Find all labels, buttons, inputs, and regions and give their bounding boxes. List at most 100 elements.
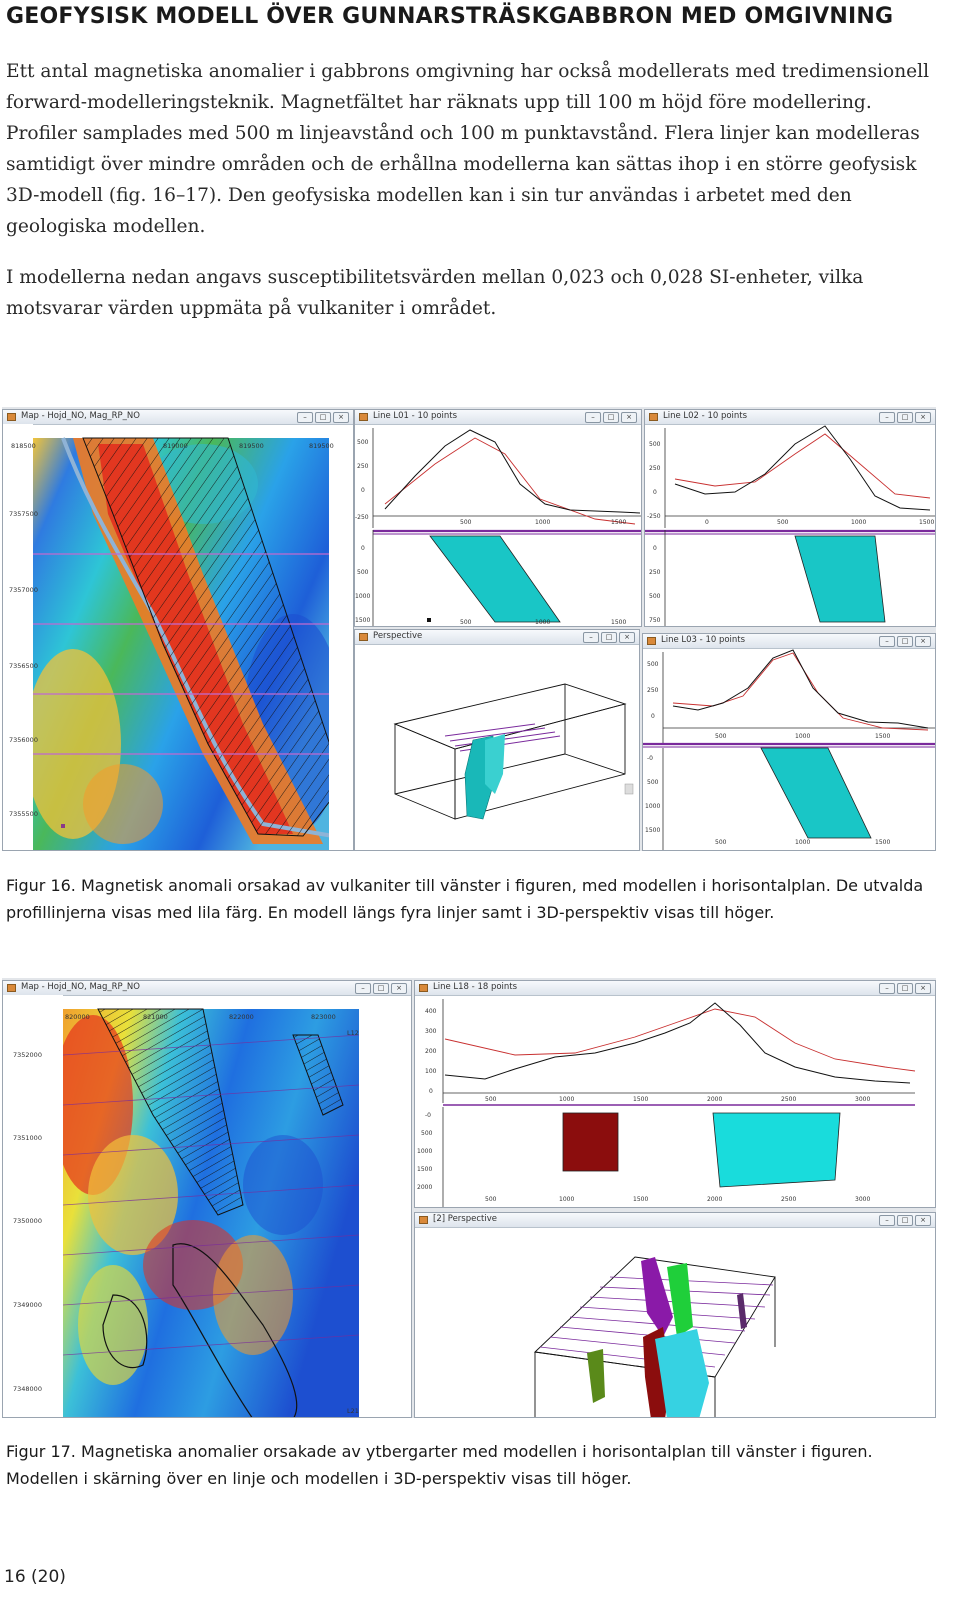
line-l01-section: 500 250 0 -250 500 1000 1500 0 500 1000 …: [355, 428, 641, 626]
perspective-window[interactable]: [2] Perspective – □ ×: [414, 1212, 936, 1418]
l18-bottom-y-tick: -0: [425, 1112, 431, 1119]
l18-top-y-tick: 400: [425, 1008, 437, 1015]
line-l02-window[interactable]: Line L02 - 10 points – □ × 500 250 0 -250 …: [644, 409, 936, 627]
minimize-button[interactable]: –: [879, 636, 895, 647]
l18-top-y-tick: 100: [425, 1068, 437, 1075]
close-button[interactable]: ×: [915, 983, 931, 994]
map-x-tick: 819500: [309, 442, 334, 450]
minimize-button[interactable]: –: [879, 983, 895, 994]
map-y-tick: 7351000: [13, 1134, 42, 1142]
window-title: Line L01 - 10 points: [373, 411, 458, 421]
close-button[interactable]: ×: [391, 983, 407, 994]
l02-top-x-tick: 1500: [919, 519, 934, 526]
minimize-button[interactable]: –: [879, 1215, 895, 1226]
minimize-button[interactable]: –: [583, 632, 599, 643]
l02-top-x-tick: 1000: [851, 519, 866, 526]
map-window[interactable]: Map - Hojd_NO, Mag_RP_NO – □ ×: [2, 409, 354, 851]
maximize-button[interactable]: □: [897, 636, 913, 647]
l01-bottom-x-tick: 1500: [611, 619, 626, 626]
close-button[interactable]: ×: [915, 1215, 931, 1226]
window-title: Map - Hojd_NO, Mag_RP_NO: [21, 411, 140, 421]
close-button[interactable]: ×: [619, 632, 635, 643]
line-l18-window[interactable]: Line L18 - 18 points – □ × 400 300 200 100…: [414, 980, 936, 1208]
figure-16: Map - Hojd_NO, Mag_RP_NO – □ ×: [2, 407, 936, 851]
page-number: 16 (20): [4, 1567, 66, 1587]
l03-bottom-y-tick: 500: [647, 779, 659, 786]
close-button[interactable]: ×: [915, 636, 931, 647]
body-paragraph-2: I modellerna nedan angavs susceptibilite…: [6, 267, 864, 319]
l18-bottom-y-tick: 2000: [417, 1184, 432, 1191]
line-l01-window[interactable]: Line L01 - 10 points – □ × 500 250 0 -250 …: [354, 409, 642, 627]
map-x-tick: 821000: [143, 1013, 168, 1021]
close-button[interactable]: ×: [915, 412, 931, 423]
3d-perspective-view: [393, 683, 634, 820]
body-paragraph-1: Ett antal magnetiska anomalier i gabbron…: [6, 61, 930, 237]
map-x-tick: 819500: [239, 442, 264, 450]
map-window[interactable]: Map - Hojd_NO, Mag_RP_NO – □ ×: [2, 980, 412, 1418]
map-y-tick: 7348000: [13, 1385, 42, 1393]
l01-top-y-tick: -250: [355, 514, 369, 521]
l01-bottom-y-tick: 0: [361, 545, 365, 552]
l18-top-y-tick: 300: [425, 1028, 437, 1035]
window-title: Perspective: [373, 631, 423, 641]
l02-bottom-y-tick: 750: [649, 617, 661, 624]
map-x-tick: 823000: [311, 1013, 336, 1021]
map-line-label: L21: [347, 1407, 359, 1415]
map-y-tick: 7357500: [9, 510, 38, 518]
minimize-button[interactable]: –: [585, 412, 601, 423]
l18-bottom-x-tick: 3000: [855, 1196, 870, 1203]
window-icon: [647, 637, 656, 645]
l03-top-y-tick: 500: [647, 661, 659, 668]
maximize-button[interactable]: □: [897, 983, 913, 994]
maximize-button[interactable]: □: [897, 1215, 913, 1226]
l01-bottom-y-tick: 500: [357, 569, 369, 576]
window-icon: [419, 1216, 428, 1224]
l01-top-y-tick: 500: [357, 439, 369, 446]
l18-bottom-y-tick: 1000: [417, 1148, 432, 1155]
l18-top-x-tick: 500: [485, 1096, 497, 1103]
window-icon: [7, 413, 16, 421]
maximize-button[interactable]: □: [373, 983, 389, 994]
map-x-tick: 820000: [65, 1013, 90, 1021]
l01-top-x-tick: 1500: [611, 519, 626, 526]
l18-bottom-x-tick: 500: [485, 1196, 497, 1203]
close-button[interactable]: ×: [621, 412, 637, 423]
l02-top-x-tick: 0: [705, 519, 709, 526]
minimize-button[interactable]: –: [355, 983, 371, 994]
l03-top-x-tick: 1500: [875, 733, 890, 740]
l03-bottom-x-tick: 1000: [795, 839, 810, 846]
map-y-tick: 7352000: [13, 1051, 42, 1059]
minimize-button[interactable]: –: [879, 412, 895, 423]
perspective-window[interactable]: Perspective – □ ×: [354, 629, 640, 851]
l18-top-x-tick: 3000: [855, 1096, 870, 1103]
minimize-button[interactable]: –: [297, 412, 313, 423]
line-l03-window[interactable]: Line L03 - 10 points – □ × 500 250 0 500 1…: [642, 633, 936, 851]
map-y-tick: 7350000: [13, 1217, 42, 1225]
maximize-button[interactable]: □: [897, 412, 913, 423]
section-heading: GEOFYSISK MODELL ÖVER GUNNARSTRÄSKGABBRO…: [6, 4, 894, 29]
window-title: Map - Hojd_NO, Mag_RP_NO: [21, 982, 140, 992]
line-l03-section: 500 250 0 500 1000 1500 -0 500 1000 1500…: [643, 649, 935, 850]
map-y-tick: 7355500: [9, 810, 38, 818]
map-x-tick: 818500: [11, 442, 36, 450]
window-icon: [7, 984, 16, 992]
magnetic-anomaly-map: 820000 821000 822000 823000 7352000 7351…: [3, 995, 411, 1417]
l02-bottom-y-tick: 0: [653, 545, 657, 552]
l01-top-x-tick: 1000: [535, 519, 550, 526]
map-x-tick: 822000: [229, 1013, 254, 1021]
close-button[interactable]: ×: [333, 412, 349, 423]
l18-bottom-x-tick: 2000: [707, 1196, 722, 1203]
maximize-button[interactable]: □: [603, 412, 619, 423]
3d-perspective-view: [534, 1256, 776, 1417]
maximize-button[interactable]: □: [315, 412, 331, 423]
l01-bottom-y-tick: 1500: [355, 617, 370, 624]
l18-top-y-tick: 0: [429, 1088, 433, 1095]
l03-top-x-tick: 500: [715, 733, 727, 740]
l03-bottom-y-tick: -0: [647, 755, 653, 762]
maximize-button[interactable]: □: [601, 632, 617, 643]
l03-top-y-tick: 0: [651, 713, 655, 720]
figure-16-caption: Figur 16. Magnetisk anomali orsakad av v…: [6, 876, 924, 922]
map-y-tick: 7356000: [9, 736, 38, 744]
l18-bottom-y-tick: 1500: [417, 1166, 432, 1173]
magnetic-anomaly-map: 818500 819000 819500 819500 7357500 7357…: [3, 424, 353, 850]
